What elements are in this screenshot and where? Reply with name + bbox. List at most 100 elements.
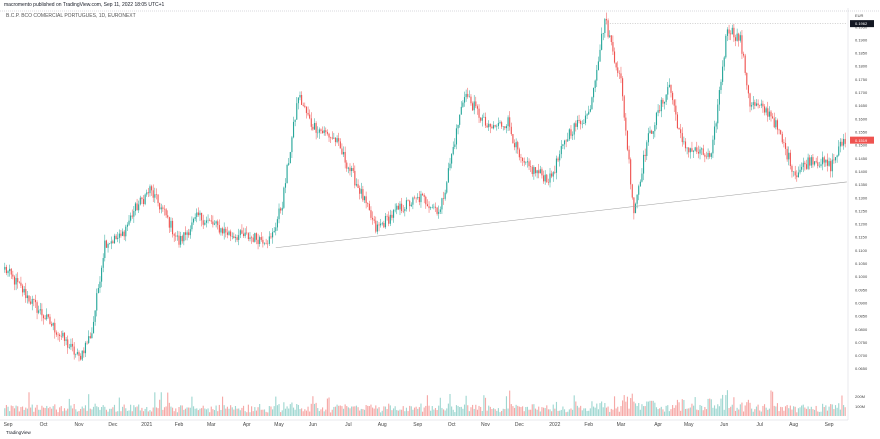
- volume-bar: [121, 406, 124, 416]
- price-tick-label: 0.1750: [855, 77, 868, 82]
- candle-body: [807, 157, 809, 169]
- volume-bar: [607, 406, 609, 416]
- candle-body: [784, 142, 787, 149]
- volume-bar: [365, 405, 367, 416]
- candle-body: [555, 158, 558, 173]
- volume-bar: [831, 404, 833, 416]
- volume-bar: [647, 401, 649, 416]
- candle-body: [759, 105, 761, 106]
- volume-bar: [689, 407, 691, 416]
- candle-body: [465, 93, 467, 98]
- volume-bar: [746, 402, 748, 416]
- volume-bar: [557, 410, 559, 416]
- volume-bar: [128, 410, 130, 416]
- volume-bar: [160, 392, 162, 416]
- volume-bar: [678, 402, 680, 416]
- candle-body: [754, 102, 756, 106]
- candle-body: [154, 194, 156, 198]
- volume-bar: [101, 406, 103, 416]
- candle-body: [281, 207, 283, 211]
- candle-body: [31, 298, 33, 304]
- candle-body: [167, 215, 169, 218]
- volume-bar: [623, 395, 625, 416]
- volume-bar: [462, 408, 464, 416]
- volume-bar: [257, 407, 259, 416]
- volume-bar: [794, 406, 796, 416]
- volume-bar: [465, 395, 467, 416]
- candle-body: [360, 189, 362, 194]
- candle-body: [407, 200, 409, 201]
- candle-body: [344, 151, 346, 163]
- volume-bar: [418, 407, 420, 416]
- volume-bar: [249, 412, 251, 416]
- candle-body: [722, 66, 724, 82]
- volume-bar: [199, 408, 201, 416]
- volume-bar: [754, 409, 756, 416]
- volume-bar: [615, 408, 617, 416]
- price-tick-label: 0.1200: [855, 222, 868, 227]
- volume-bar: [268, 406, 270, 416]
- volume-bar: [773, 405, 775, 416]
- candle-body: [757, 103, 759, 106]
- candle-body: [286, 164, 288, 184]
- candle-body: [105, 240, 107, 248]
- candle-body: [462, 102, 464, 107]
- candle-body: [488, 123, 490, 128]
- volume-bar: [130, 404, 132, 416]
- volume-bar: [188, 407, 190, 416]
- time-tick-label: Apr: [243, 422, 251, 428]
- candle-body: [586, 114, 588, 116]
- volume-bar: [778, 411, 780, 416]
- volume-bar: [286, 406, 288, 416]
- candle-body: [322, 130, 324, 134]
- candle-body: [365, 196, 367, 204]
- volume-bar: [202, 405, 204, 416]
- volume-bar: [399, 409, 401, 416]
- candle-body: [249, 237, 251, 240]
- volume-bar: [634, 403, 637, 416]
- volume-bar: [668, 411, 670, 416]
- candle-body: [368, 203, 370, 211]
- candle-body: [349, 167, 351, 172]
- volume-bar: [667, 405, 669, 416]
- candle-body: [841, 141, 843, 146]
- candle-body: [736, 33, 738, 41]
- candle-body: [101, 267, 103, 282]
- volume-bar: [75, 409, 77, 416]
- candle-body: [449, 163, 451, 169]
- candle-body: [646, 142, 648, 157]
- candle-body: [149, 186, 151, 194]
- candle-body: [207, 219, 209, 221]
- candle-body: [413, 197, 416, 199]
- volume-bar: [426, 395, 428, 416]
- candle-body: [305, 106, 308, 113]
- volume-bar: [225, 408, 227, 416]
- volume-bar: [183, 409, 185, 416]
- candle-body: [404, 209, 406, 212]
- candle-body: [597, 61, 599, 71]
- candle-body: [9, 268, 11, 272]
- candle-body: [770, 111, 772, 117]
- candle-body: [688, 147, 690, 153]
- candle-body: [301, 95, 303, 105]
- candle-body: [55, 332, 57, 335]
- volume-bar: [339, 405, 341, 416]
- candle-body: [386, 216, 388, 217]
- volume-bar: [207, 408, 209, 416]
- candle-body: [647, 133, 649, 143]
- volume-bar: [696, 409, 698, 416]
- candle-body: [260, 237, 262, 240]
- candle-body: [346, 162, 348, 169]
- candle-body: [678, 128, 680, 130]
- volume-bar: [726, 390, 729, 416]
- candle-body: [204, 222, 206, 225]
- price-tick-label: 0.1400: [855, 169, 868, 174]
- volume-bar: [551, 411, 553, 416]
- tradingview-logo: TradingView: [6, 430, 31, 435]
- volume-bar: [457, 405, 459, 416]
- candle-body: [20, 282, 22, 286]
- candle-body: [192, 218, 195, 223]
- candle-body: [599, 49, 601, 62]
- volume-bar: [815, 405, 817, 416]
- chart-frame: [0, 8, 880, 421]
